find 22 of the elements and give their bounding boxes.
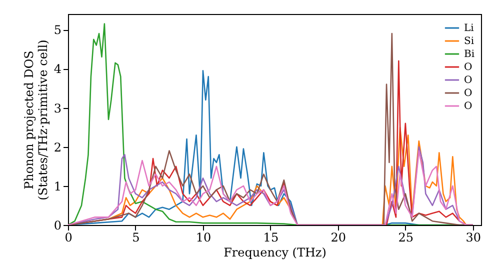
x-tick-label: 10 xyxy=(196,230,212,244)
y-tick-label: 2 xyxy=(54,140,62,154)
x-tick-label: 5 xyxy=(132,230,140,244)
legend-label: Li xyxy=(464,23,474,34)
legend-label: Bi xyxy=(464,49,475,60)
x-tick-label: 20 xyxy=(330,230,346,244)
legend-label: Si xyxy=(464,36,474,47)
legend-label: O xyxy=(464,75,472,86)
y-tick-label: 5 xyxy=(54,23,62,38)
x-tick-label: 15 xyxy=(263,230,279,244)
legend-label: O xyxy=(464,101,472,112)
y-axis-title: Phonon projected DOS (States/THz·primitive cell) xyxy=(22,40,50,200)
x-tick-label: 30 xyxy=(466,230,482,244)
y-tick-label: 4 xyxy=(54,62,62,76)
y-tick-label: 0 xyxy=(54,218,62,232)
y-tick-label: 1 xyxy=(54,179,62,194)
x-tick-label: 0 xyxy=(64,230,72,244)
legend-label: O xyxy=(464,62,472,73)
x-tick-label: 25 xyxy=(398,230,414,244)
x-axis-title: Frequency (THz) xyxy=(224,246,326,260)
y-tick-label: 3 xyxy=(54,101,62,116)
legend-label: O xyxy=(464,88,472,99)
